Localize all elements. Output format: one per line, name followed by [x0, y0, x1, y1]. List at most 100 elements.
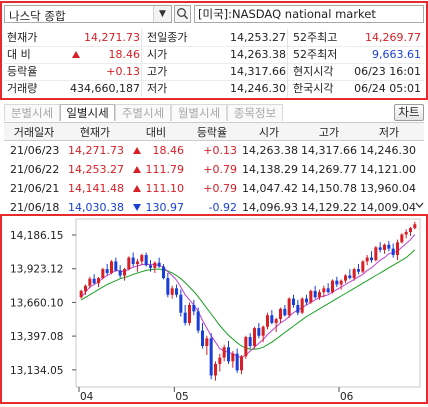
candle-body	[365, 257, 369, 262]
price-chart[interactable]: 14,186.15 13,923.12 13,660.10 13,397.08 13,1…	[0, 215, 428, 404]
candle-body	[157, 262, 161, 267]
candle-body	[122, 269, 127, 276]
table-row[interactable]: 21/06/18 14,030.38 130.97 -0.92 14,096.93 14,…	[4, 198, 424, 217]
ma-short-line	[80, 234, 416, 359]
candle-body	[283, 308, 287, 316]
cell-date: 21/06/18	[10, 201, 60, 214]
quote-row: 등락율 +0.13 고가 14,317.66 현지시각 06/23 16:01	[4, 63, 424, 80]
candle-body	[261, 326, 265, 336]
tab-weekly[interactable]: 주별시세	[115, 104, 171, 121]
candle-body	[127, 257, 131, 270]
up-arrow-icon	[72, 51, 80, 58]
candle-body	[291, 298, 296, 305]
y-tick-label: 13,660.10	[10, 297, 63, 309]
cell-rate: +0.13	[203, 144, 237, 157]
candle-body	[296, 305, 300, 313]
divider	[141, 29, 142, 97]
cell-change: 130.97	[145, 201, 185, 214]
candle-body	[135, 261, 140, 264]
cell-change: 18.46	[152, 144, 185, 157]
candle-body	[339, 280, 343, 285]
candle-body	[83, 285, 88, 292]
quote-row: 대 비 18.46 시가 14,263.38 52주최저 9,663.61	[4, 46, 424, 63]
search-icon	[177, 8, 189, 20]
col-header-rate: 등락율	[196, 126, 228, 139]
chart-button[interactable]: 차트	[394, 104, 424, 121]
candle-body	[213, 363, 218, 376]
cell-close: 14,253.27	[68, 163, 124, 176]
candle-body	[166, 278, 170, 295]
cell-low: 14,246.30	[360, 144, 416, 157]
tab-minute[interactable]: 분별시세	[4, 104, 60, 121]
candle-body	[218, 357, 222, 364]
quote-value: 14,317.66	[230, 65, 286, 78]
candle-body	[287, 298, 291, 316]
tab-monthly[interactable]: 월별시세	[171, 104, 227, 121]
cell-high: 14,129.22	[301, 201, 357, 214]
candle-body	[252, 328, 257, 346]
candle-body	[356, 269, 361, 272]
candle-body	[205, 338, 209, 346]
quote-value: 14,269.77	[365, 31, 421, 44]
candle-body	[278, 308, 283, 320]
cell-open: 14,096.93	[242, 201, 298, 214]
quote-value: 18.46	[108, 48, 141, 61]
cell-rate: -0.92	[208, 201, 237, 214]
x-tick-label: 04	[80, 391, 94, 403]
quote-value: 06/24 05:01	[354, 82, 421, 95]
candle-body	[109, 261, 114, 273]
scroll-down-icon[interactable]	[415, 200, 424, 211]
market-field: [미국]:NASDAQ national market	[194, 5, 424, 23]
cell-low: 14,121.00	[360, 163, 416, 176]
tab-daily[interactable]: 일별시세	[60, 104, 115, 121]
candle-body	[239, 356, 244, 371]
candle-body	[304, 298, 309, 303]
divider	[287, 29, 288, 97]
candle-body	[148, 265, 153, 268]
candle-body	[114, 261, 118, 271]
table-row[interactable]: 21/06/21 14,141.48 111.10 +0.79 14,047.42 14,…	[4, 179, 424, 198]
daily-price-table: 거래일자 현재가 대비 등락율 시가 고가 저가 21/06/23 14,271.…	[4, 122, 424, 217]
quote-label: 시가	[147, 48, 168, 61]
y-tick-label: 13,397.08	[10, 331, 63, 343]
cell-low: 13,960.04	[360, 182, 416, 195]
cell-open: 14,138.29	[242, 163, 298, 176]
candle-body	[343, 275, 348, 281]
candle-body	[322, 288, 326, 293]
candle-body	[131, 257, 135, 264]
symbol-select[interactable]: 나스닥 종합 ▼	[4, 5, 172, 23]
down-arrow-icon	[133, 204, 141, 211]
x-tick-label: 06	[340, 391, 354, 403]
quote-value: 14,253.27	[230, 31, 286, 44]
quote-label: 현재가	[7, 31, 38, 44]
table-scrollbar[interactable]	[415, 200, 424, 211]
cell-close: 14,141.48	[68, 182, 124, 195]
candle-body	[361, 261, 365, 272]
divider	[4, 46, 424, 47]
cell-open: 14,263.38	[242, 144, 298, 157]
candle-body	[309, 290, 313, 303]
candle-body	[404, 231, 408, 235]
table-row[interactable]: 21/06/23 14,271.73 18.46 +0.13 14,263.38 14,3…	[4, 141, 424, 160]
chevron-down-icon[interactable]: ▼	[153, 6, 171, 22]
candle-body	[179, 294, 183, 313]
candle-body	[187, 305, 192, 323]
candle-body	[300, 298, 304, 313]
table-header: 거래일자 현재가 대비 등락율 시가 고가 저가	[4, 122, 424, 141]
tab-bar: 분별시세 일별시세 주별시세 월별시세 종목정보 차트	[4, 104, 424, 122]
search-button[interactable]	[174, 5, 191, 23]
quote-label: 전일종가	[147, 31, 188, 44]
candle-body	[387, 244, 391, 249]
candle-body	[153, 262, 157, 268]
candle-body	[265, 315, 270, 327]
tab-stock-info[interactable]: 종목정보	[227, 104, 283, 121]
y-tick-label: 14,186.15	[10, 230, 63, 242]
candlestick-chart: 14,186.15 13,923.12 13,660.10 13,397.08 13,1…	[10, 218, 421, 403]
quote-value: 9,663.61	[372, 48, 421, 61]
y-tick-label: 13,923.12	[10, 264, 63, 276]
quote-label: 52주최저	[293, 48, 338, 61]
candle-body	[88, 278, 92, 286]
quote-label: 고가	[147, 65, 168, 78]
candle-body	[395, 242, 400, 256]
table-row[interactable]: 21/06/22 14,253.27 111.79 +0.79 14,138.29 14,…	[4, 160, 424, 179]
